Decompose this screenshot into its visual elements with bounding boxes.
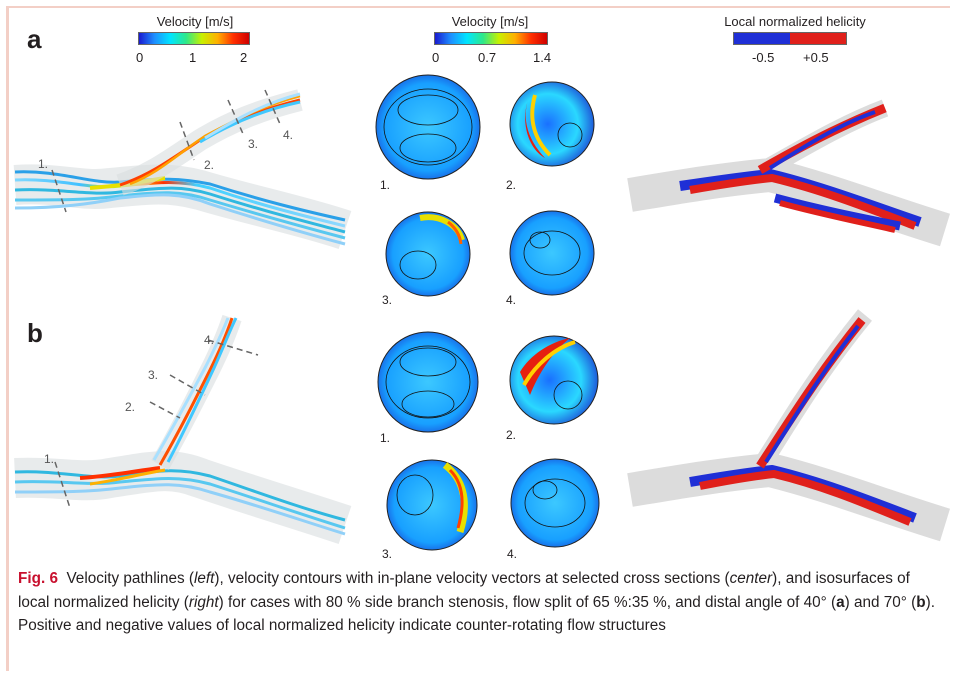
- panel-b-label: b: [27, 318, 43, 348]
- colorbar-left-tick: 2: [240, 50, 248, 65]
- colorbar-left-tick: 0: [136, 50, 144, 65]
- caption-emph: right: [188, 593, 219, 611]
- caption-text: ) for cases with 80 % side branch stenos…: [218, 593, 837, 611]
- section-label: 1.: [44, 452, 55, 466]
- panel-a-label: a: [27, 24, 42, 54]
- colorbar-left: [138, 32, 250, 45]
- caption-emph: center: [729, 570, 773, 587]
- figure-caption: Fig. 6 Velocity pathlines (left), veloci…: [18, 567, 938, 638]
- colorbar-center-tick: 0.7: [478, 50, 497, 65]
- caption-text: ), velocity contours with in-plane veloc…: [214, 570, 730, 587]
- section-label: 4.: [506, 293, 517, 307]
- colorbar-center-title: Velocity [m/s]: [451, 14, 529, 29]
- colorbar-right-tick: -0.5: [752, 50, 775, 65]
- section-label: 3.: [148, 368, 159, 382]
- section-label: 4.: [283, 128, 294, 142]
- section-label: 1.: [38, 157, 49, 171]
- colorbar-center-tick: 0: [432, 50, 440, 65]
- caption-text: Velocity pathlines (: [66, 570, 194, 587]
- colorbar-center: [434, 32, 548, 45]
- colorbar-right-tick: +0.5: [803, 50, 829, 65]
- section-label: 2.: [204, 158, 215, 172]
- caption-text: ) and 70° (: [844, 593, 917, 611]
- section-label: 3.: [248, 137, 259, 151]
- caption-text: ). Positive and negative values of local…: [18, 593, 935, 635]
- caption-bold: b: [916, 593, 926, 611]
- section-label: 4.: [507, 547, 518, 561]
- section-label: 2.: [506, 428, 517, 442]
- colorbar-left-title: Velocity [m/s]: [156, 14, 234, 29]
- colorbar-left-tick: 1: [189, 50, 197, 65]
- section-label: 3.: [382, 547, 393, 561]
- caption-emph: left: [194, 570, 215, 587]
- colorbar-right-title: Local normalized helicity: [724, 14, 866, 29]
- caption-bold: a: [836, 593, 845, 611]
- section-label: 3.: [382, 293, 393, 307]
- section-label: 4.: [204, 333, 215, 347]
- colorbar-center-tick: 1.4: [533, 50, 552, 65]
- caption-text: ), and isosurfaces of local normalized h…: [18, 570, 910, 611]
- colorbar-right: [733, 32, 847, 45]
- section-label: 1.: [380, 178, 391, 192]
- frame-accent-top: [6, 6, 950, 8]
- figure-label: Fig. 6: [18, 570, 58, 587]
- section-label: 1.: [380, 431, 391, 445]
- section-label: 2.: [125, 400, 136, 414]
- section-label: 2.: [506, 178, 517, 192]
- frame-accent-left: [6, 6, 9, 671]
